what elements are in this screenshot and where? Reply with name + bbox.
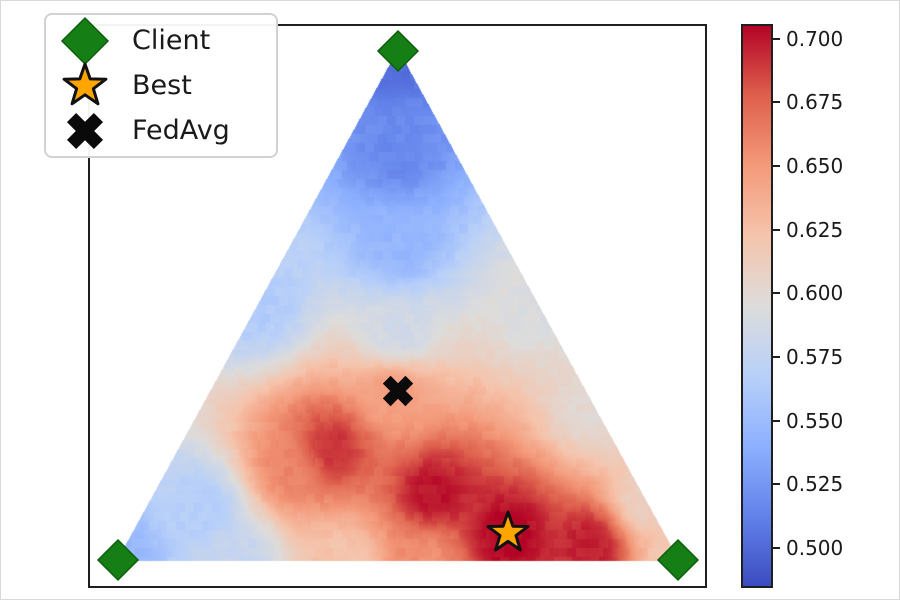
colorbar-gradient	[741, 24, 773, 588]
colorbar-tick	[773, 165, 780, 167]
diamond-icon	[46, 16, 124, 66]
client-marker	[95, 537, 141, 583]
legend: Client Best FedAvg	[44, 13, 278, 158]
colorbar-tick-label: 0.650	[786, 154, 844, 178]
colorbar-tick	[773, 37, 780, 40]
colorbar-tick	[773, 483, 780, 486]
colorbar-tick-label: 0.700	[786, 26, 844, 51]
fedavg-marker	[380, 373, 416, 409]
colorbar-tick	[773, 228, 780, 231]
colorbar-tick	[773, 546, 780, 549]
star-icon	[46, 61, 124, 111]
x-icon	[46, 110, 124, 152]
best-marker	[484, 509, 532, 557]
colorbar-tick-label: 0.550	[786, 408, 844, 433]
colorbar-tick	[773, 101, 780, 104]
legend-label-client: Client	[132, 25, 211, 56]
client-marker	[375, 28, 421, 74]
colorbar-tick	[773, 355, 780, 358]
legend-label-best: Best	[132, 70, 192, 101]
legend-label-fedavg: FedAvg	[132, 115, 230, 146]
colorbar: 0.700 0.675 0.650 0.625 0.600 0.575 0.550 0.525…	[741, 24, 899, 588]
colorbar-tick-label: 0.600	[786, 281, 844, 306]
colorbar-tick	[773, 419, 780, 422]
colorbar-tick-label: 0.575	[786, 344, 844, 369]
legend-item-client: Client	[46, 16, 276, 66]
colorbar-tick-label: 0.500	[786, 535, 844, 560]
colorbar-tick-label: 0.675	[786, 90, 844, 115]
legend-item-fedavg: FedAvg	[46, 108, 276, 153]
legend-item-best: Best	[46, 61, 276, 111]
colorbar-tick-label: 0.525	[786, 472, 844, 497]
colorbar-tick-label: 0.625	[786, 217, 844, 242]
client-marker	[655, 537, 701, 583]
colorbar-tick	[773, 292, 780, 295]
